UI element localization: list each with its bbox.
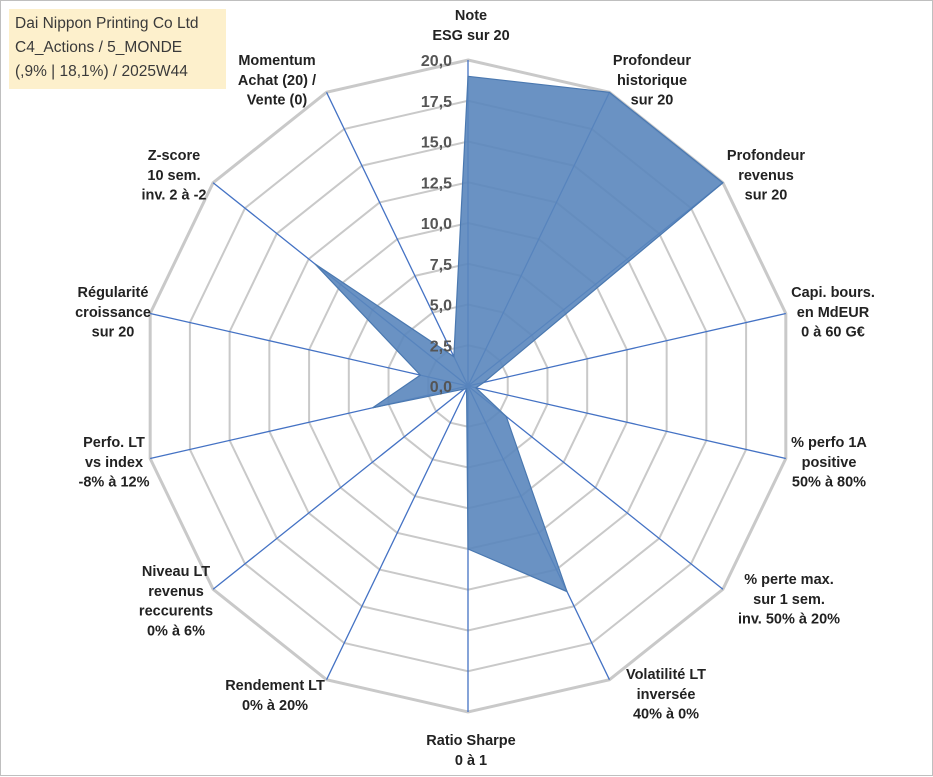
axis-spoke xyxy=(327,386,468,680)
axis-label-line: 0 à 60 G€ xyxy=(801,325,865,341)
axis-label-line: inv. 2 à -2 xyxy=(141,188,206,204)
axis-label-line: Achat (20) / xyxy=(238,73,316,89)
axis-label-line: sur 20 xyxy=(631,93,674,109)
axis-label-line: Note xyxy=(455,8,487,24)
axis-label: Niveau LT revenus reccurents 0% à 6% xyxy=(139,564,213,639)
axis-label-line: Capi. bours. xyxy=(791,285,875,301)
axis-label: Perfo. LT vs index -8% à 12% xyxy=(79,435,150,491)
axis-label-line: Perfo. LT xyxy=(83,435,145,451)
axis-label: Ratio Sharpe 0 à 1 xyxy=(426,733,515,769)
axis-label: % perte max. sur 1 sem. inv. 50% à 20% xyxy=(738,572,840,628)
axis-label-line: 50% à 80% xyxy=(792,475,866,491)
axis-label-line: Rendement LT xyxy=(225,678,325,694)
axis-label-line: Profondeur xyxy=(613,53,691,69)
axis-label-line: inv. 50% à 20% xyxy=(738,612,840,628)
axis-label-line: revenus xyxy=(738,168,794,184)
axis-label: Profondeur revenus sur 20 xyxy=(727,148,805,204)
tick-label: 20,0 xyxy=(421,53,452,70)
tick-label: 15,0 xyxy=(421,135,452,152)
axis-label-line: reccurents xyxy=(139,604,213,620)
axis-label-line: Niveau LT xyxy=(142,564,210,580)
tick-label: 7,5 xyxy=(430,257,452,274)
axis-label-line: historique xyxy=(617,73,687,89)
tick-label: 5,0 xyxy=(430,298,452,315)
tick-label: 2,5 xyxy=(430,338,452,355)
axis-label-line: Ratio Sharpe xyxy=(426,733,515,749)
axis-label-line: Z-score xyxy=(148,148,200,164)
tick-label: 12,5 xyxy=(421,175,452,192)
axis-label: Régularité croissance sur 20 xyxy=(75,285,151,341)
axis-label-line: 10 sem. xyxy=(147,168,200,184)
axis-label-line: 0 à 1 xyxy=(455,753,487,769)
tick-label: 10,0 xyxy=(421,216,452,233)
axis-label-line: 0% à 20% xyxy=(242,698,308,714)
axis-label-line: Vente (0) xyxy=(247,93,308,109)
axis-label-line: inversée xyxy=(637,687,696,703)
axis-label: Rendement LT 0% à 20% xyxy=(225,678,325,714)
axis-label-line: ESG sur 20 xyxy=(432,28,509,44)
axis-label-line: positive xyxy=(802,455,857,471)
axis-label: Capi. bours. en MdEUR 0 à 60 G€ xyxy=(791,285,875,341)
axis-label-line: en MdEUR xyxy=(797,305,870,321)
axis-label-line: -8% à 12% xyxy=(79,475,150,491)
axis-label-line: Régularité xyxy=(78,285,149,301)
axis-label-line: revenus xyxy=(148,584,204,600)
axis-label-line: Volatilité LT xyxy=(626,667,706,683)
axis-label-line: Momentum xyxy=(238,53,315,69)
axis-label: Z-score 10 sem. inv. 2 à -2 xyxy=(141,148,206,204)
axis-label-line: croissance xyxy=(75,305,151,321)
axis-label: % perfo 1A positive 50% à 80% xyxy=(791,435,867,491)
axis-label: Momentum Achat (20) / Vente (0) xyxy=(238,53,316,109)
axis-label-line: % perfo 1A xyxy=(791,435,867,451)
axis-label: Note ESG sur 20 xyxy=(432,8,509,44)
tick-label: 17,5 xyxy=(421,94,452,111)
axis-label-line: 0% à 6% xyxy=(147,623,205,639)
tick-label: 0,0 xyxy=(430,379,452,396)
axis-label-line: sur 1 sem. xyxy=(753,592,825,608)
data-series-area xyxy=(315,76,723,591)
axis-label-line: 40% à 0% xyxy=(633,707,699,723)
axis-label-line: % perte max. xyxy=(744,572,833,588)
axis-label: Profondeur historique sur 20 xyxy=(613,53,691,109)
axis-label-line: Profondeur xyxy=(727,148,805,164)
axis-label-line: sur 20 xyxy=(745,188,788,204)
axis-label: Volatilité LT inversée 40% à 0% xyxy=(626,667,706,723)
axis-label-line: vs index xyxy=(85,455,143,471)
axis-label-line: sur 20 xyxy=(92,325,135,341)
